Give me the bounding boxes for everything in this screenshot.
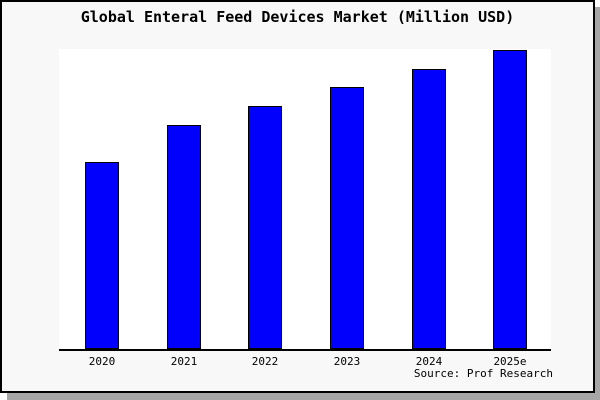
chart-title: Global Enteral Feed Devices Market (Mill… bbox=[80, 8, 515, 26]
x-tick-label-2020: 2020 bbox=[88, 355, 116, 368]
bar-2022 bbox=[248, 106, 282, 349]
plot-area: 2020 2021 2022 2023 2024 2025e bbox=[59, 49, 551, 368]
bar-2020 bbox=[85, 162, 119, 349]
x-tick-label-2025e: 2025e bbox=[493, 355, 527, 368]
x-tick-label-2024: 2024 bbox=[415, 355, 443, 368]
bar-2025e bbox=[493, 50, 527, 349]
chart-figure: Global Enteral Feed Devices Market (Mill… bbox=[0, 0, 595, 393]
x-tick-label-2023: 2023 bbox=[333, 355, 361, 368]
bar-2024 bbox=[412, 69, 446, 349]
x-tick-label-2022: 2022 bbox=[251, 355, 279, 368]
source-credit: Source: Prof Research bbox=[413, 367, 553, 380]
x-tick-label-2021: 2021 bbox=[170, 355, 198, 368]
bar-2021 bbox=[167, 125, 201, 349]
bar-2023 bbox=[330, 87, 364, 349]
